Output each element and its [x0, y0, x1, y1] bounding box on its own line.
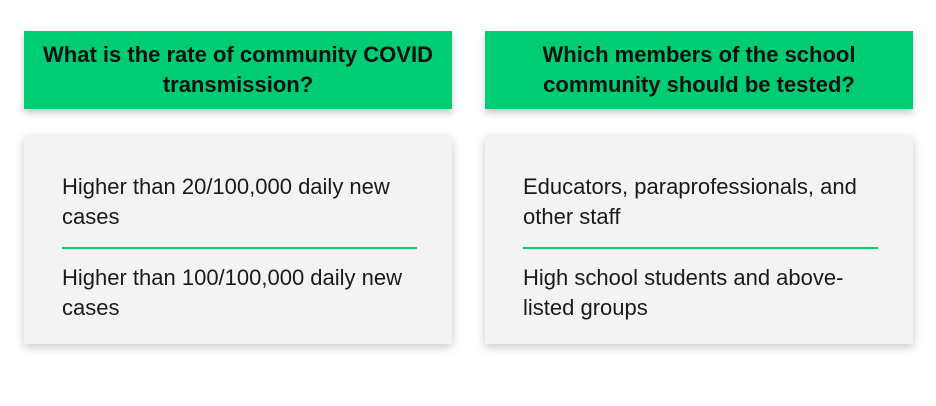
tested-members-header-text: Which members of the school community sh… [542, 42, 856, 97]
transmission-rate-header-text: What is the rate of community COVID tran… [43, 42, 433, 97]
row-divider [523, 247, 878, 249]
transmission-rate-header: What is the rate of community COVID tran… [24, 31, 452, 109]
row-divider [62, 247, 417, 249]
tested-members-header: Which members of the school community sh… [485, 31, 913, 109]
tested-members-row-1: Educators, paraprofessionals, and other … [523, 174, 857, 229]
transmission-rate-row-2: Higher than 100/100,000 daily new cases [62, 265, 403, 320]
transmission-rate-panel: Higher than 20/100,000 daily new cases H… [24, 136, 452, 344]
transmission-rate-column: What is the rate of community COVID tran… [24, 31, 452, 344]
tested-members-row-2: High school students and above-listed gr… [523, 265, 844, 320]
transmission-rate-row-1: Higher than 20/100,000 daily new cases [62, 174, 390, 229]
tested-members-panel: Educators, paraprofessionals, and other … [485, 136, 913, 344]
tested-members-column: Which members of the school community sh… [485, 31, 913, 344]
